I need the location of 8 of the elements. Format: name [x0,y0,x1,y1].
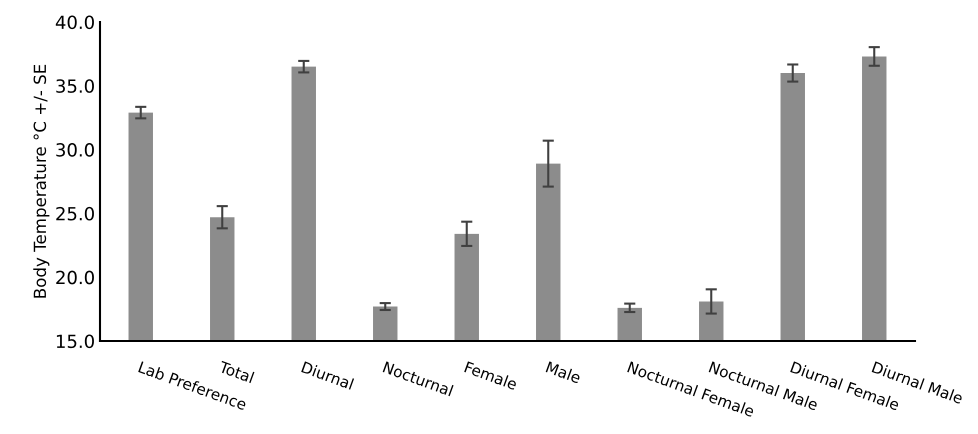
x-tick-label: Male [546,360,582,384]
y-tick-label: 25.0 [56,206,94,221]
y-axis-title: Body Temperature °C +/- SE [33,64,50,298]
y-tick-label: 30.0 [56,143,94,157]
y-tick-label: 15.0 [56,334,94,348]
y-tick-label: 20.0 [56,270,94,284]
y-tick-label: 35.0 [56,79,94,93]
y-tick-label: 40.0 [56,15,94,30]
